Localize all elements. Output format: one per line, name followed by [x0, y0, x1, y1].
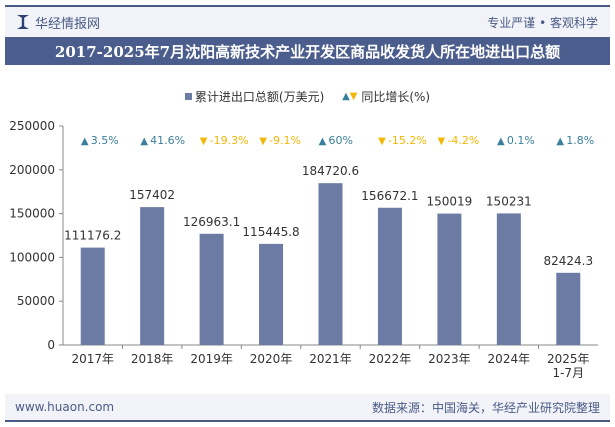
growth-label: -15.2%: [388, 134, 427, 147]
up-triangle-icon: ▲: [319, 136, 327, 147]
y-tick-label: 250000: [9, 119, 55, 133]
value-label: 157402: [129, 188, 175, 202]
brand-name: 华经情报网: [35, 16, 101, 32]
bar: [140, 207, 165, 345]
growth-label: 0.1%: [507, 134, 535, 147]
value-label: 126963.1: [183, 215, 240, 229]
value-label: 111176.2: [64, 229, 121, 243]
bar: [556, 272, 581, 345]
growth-label: -9.1%: [269, 134, 301, 147]
x-tick-label: 2020年: [250, 352, 293, 366]
down-triangle-icon: ▼: [200, 136, 208, 147]
x-tick-label: 2017年: [71, 352, 114, 366]
down-triangle-icon: ▼: [259, 136, 267, 147]
up-triangle-icon: ▲: [342, 91, 350, 102]
bar: [259, 243, 284, 345]
x-tick-label: 2025年: [547, 352, 590, 366]
x-tick-label: 1-7月: [552, 366, 584, 380]
growth-label: 1.8%: [566, 134, 594, 147]
x-tick-label: 2018年: [131, 352, 174, 366]
growth-legend-label: 同比增长(%): [361, 90, 431, 104]
y-tick-label: 0: [47, 338, 55, 352]
growth-label: -19.3%: [210, 134, 249, 147]
value-label: 82424.3: [543, 254, 593, 268]
brand: 华经情报网: [17, 13, 100, 32]
value-label: 184720.6: [302, 164, 359, 178]
footer-source: 数据来源：中国海关，华经产业研究院整理: [371, 400, 600, 415]
y-tick-label: 150000: [9, 207, 55, 221]
bar: [199, 233, 224, 345]
legend: 累计进出口总额(万美元) ▲▼ 同比增长(%): [0, 88, 615, 105]
x-tick-label: 2019年: [190, 352, 233, 366]
bar: [377, 207, 402, 345]
growth-label: 60%: [329, 134, 353, 147]
value-label: 156672.1: [361, 189, 418, 203]
bar: [318, 183, 343, 345]
bar: [437, 213, 462, 345]
growth-label: 3.5%: [91, 134, 119, 147]
up-triangle-icon: ▲: [556, 136, 564, 147]
growth-label: -4.2%: [447, 134, 479, 147]
bar-legend-swatch: [184, 93, 192, 100]
value-label: 150019: [426, 195, 472, 209]
x-tick-label: 2023年: [428, 352, 471, 366]
y-tick-label: 50000: [17, 294, 55, 308]
footer: www.huaon.com 数据来源：中国海关，华经产业研究院整理: [5, 394, 610, 420]
header: 华经情报网 专业严谨 • 客观科学: [5, 7, 610, 37]
x-tick-label: 2022年: [369, 352, 412, 366]
bottom-rule: [5, 420, 610, 422]
x-tick-label: 2021年: [309, 352, 352, 366]
down-triangle-icon: ▼: [349, 91, 358, 102]
value-label: 150231: [486, 194, 532, 208]
up-triangle-icon: ▲: [497, 136, 505, 147]
bar: [80, 247, 105, 345]
up-triangle-icon: ▲: [81, 136, 89, 147]
down-triangle-icon: ▼: [378, 136, 386, 147]
chart-title: 2017-2025年7月沈阳高新技术产业开发区商品收发货人所在地进出口总额: [5, 37, 610, 65]
x-tick-label: 2024年: [488, 352, 531, 366]
down-triangle-icon: ▼: [438, 136, 446, 147]
top-rule: [5, 5, 610, 7]
slogan: 专业严谨 • 客观科学: [487, 15, 598, 30]
y-tick-label: 200000: [9, 163, 55, 177]
bar: [496, 213, 521, 345]
up-triangle-icon: ▲: [140, 136, 148, 147]
value-label: 115445.8: [242, 225, 299, 239]
y-tick-label: 100000: [9, 250, 55, 264]
bar-legend-label: 累计进出口总额(万美元): [194, 90, 325, 104]
growth-label: 41.6%: [150, 134, 185, 147]
footer-url[interactable]: www.huaon.com: [15, 400, 115, 414]
